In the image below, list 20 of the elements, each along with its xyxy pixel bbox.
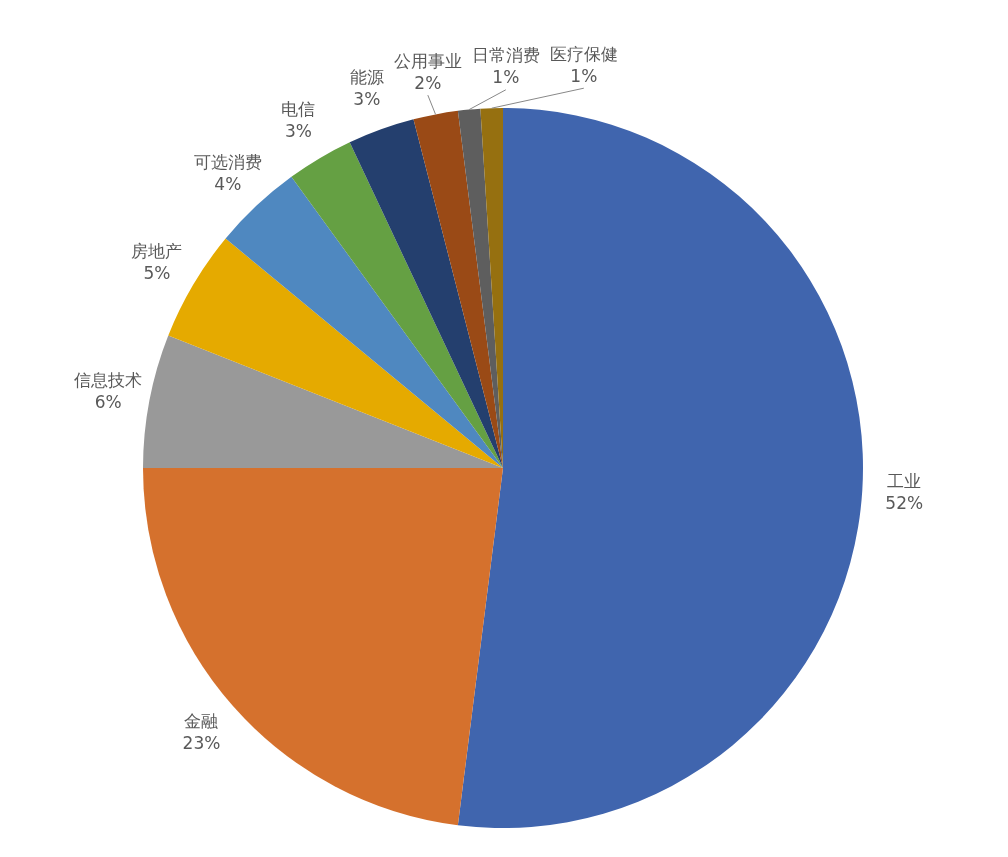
data-label: 1%	[492, 67, 520, 88]
slice-label: 金融	[184, 711, 219, 732]
data-label: 4%	[214, 174, 242, 195]
data-label: 6%	[94, 392, 122, 413]
data-label: 52%	[885, 492, 924, 513]
data-label: 23%	[182, 733, 221, 754]
slice-label: 信息技术	[74, 370, 143, 391]
data-label: 1%	[570, 65, 598, 86]
data-label: 3%	[353, 89, 381, 110]
slice-label: 医疗保健	[549, 43, 618, 64]
slice-label: 可选消费	[193, 152, 262, 173]
slice-label: 能源	[349, 67, 384, 88]
data-label: 5%	[143, 262, 171, 283]
slice-label: 日常消费	[471, 45, 540, 66]
data-label: 2%	[414, 72, 442, 93]
data-label: 3%	[284, 121, 312, 142]
slice-label: 工业	[887, 470, 922, 491]
slice-label: 电信	[281, 99, 316, 120]
slice-label: 公用事业	[393, 50, 462, 71]
slice-label: 房地产	[131, 240, 183, 261]
